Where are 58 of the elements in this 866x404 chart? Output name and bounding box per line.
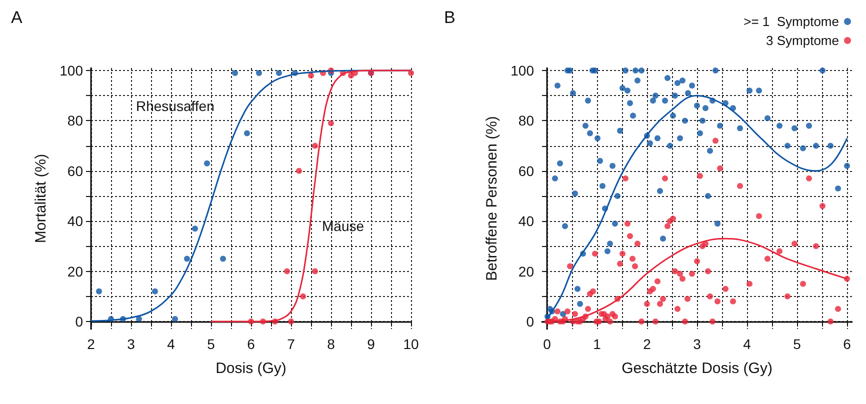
y-tick-label: 60: [518, 162, 534, 179]
point: [308, 72, 314, 79]
x-tick-label: 4: [167, 336, 176, 352]
point: [284, 268, 290, 274]
x-tick-label: 6: [247, 336, 256, 352]
point: [276, 70, 282, 76]
x-tick-label: 6: [843, 336, 852, 352]
legend-label: 3 Symptome: [766, 33, 839, 48]
x-tick-label: 2: [87, 336, 96, 352]
point: [172, 316, 178, 322]
x-axis-title: Dosis (Gy): [216, 360, 286, 377]
annotation: Rhesusaffen: [136, 98, 214, 114]
x-tick-label: 0: [543, 336, 552, 352]
y-tick-label: 0: [75, 313, 84, 330]
point: [192, 226, 198, 232]
y-tick-label: 100: [60, 62, 84, 79]
point: [312, 268, 318, 274]
x-tick-label: 5: [793, 336, 802, 352]
point: [204, 160, 210, 166]
point: [328, 120, 334, 126]
y-axis-title: Betroffene Personen (%): [484, 116, 501, 281]
point: [296, 168, 302, 174]
point: [312, 142, 318, 149]
point: [288, 318, 294, 324]
legend-label: >= 1 Symptome: [744, 14, 839, 29]
y-axis-title: Mortalität (%): [32, 154, 50, 244]
x-tick-label: 9: [367, 336, 376, 352]
y-tick-label: 80: [67, 112, 84, 129]
x-tick-label: 2: [643, 336, 652, 352]
x-tick-label: 7: [287, 336, 296, 352]
point: [232, 70, 238, 76]
point: [256, 70, 262, 76]
x-tick-label: 4: [743, 336, 752, 352]
y-tick-label: 0: [526, 313, 534, 330]
point: [220, 256, 226, 262]
y-tick-label: 20: [67, 263, 84, 280]
x-tick-label: 8: [327, 336, 336, 352]
x-tick-label: 3: [693, 336, 702, 352]
y-tick-label: 40: [518, 213, 534, 230]
point: [136, 316, 142, 322]
x-tick-label: 5: [207, 336, 216, 352]
y-tick-label: 60: [67, 162, 84, 179]
chart-title: B: [444, 8, 456, 27]
chart-title: A: [11, 8, 23, 27]
x-tick-label: 1: [593, 336, 602, 352]
y-tick-label: 20: [518, 263, 534, 280]
point: [152, 288, 158, 294]
y-tick-label: 40: [67, 213, 84, 230]
point: [300, 293, 306, 300]
point: [184, 256, 190, 262]
x-axis-title: Geschätzte Dosis (Gy): [622, 360, 772, 377]
point: [96, 288, 102, 294]
y-tick-label: 100: [510, 62, 534, 79]
annotation: Mäuse: [322, 218, 364, 234]
x-tick-label: 3: [127, 336, 136, 352]
point: [244, 130, 250, 136]
x-tick-label: 10: [403, 336, 419, 352]
y-tick-label: 80: [518, 112, 534, 129]
